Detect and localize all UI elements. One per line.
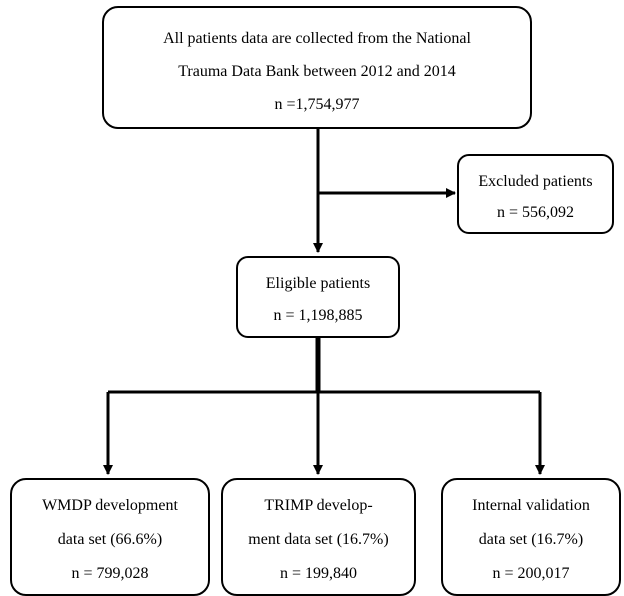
eligible-patients-box: Eligible patients n = 1,198,885 (236, 256, 400, 338)
source-line-2: Trauma Data Bank between 2012 and 2014 (178, 63, 456, 80)
wmdp-count: n = 799,028 (71, 565, 149, 582)
wmdp-line-1: WMDP development (42, 497, 178, 514)
excluded-count: n = 556,092 (496, 204, 575, 221)
internal-count: n = 200,017 (492, 565, 570, 582)
source-data-box: All patients data are collected from the… (102, 6, 532, 129)
internal-line-2: data set (16.7%) (478, 531, 584, 548)
wmdp-line-2: data set (66.6%) (57, 531, 163, 548)
internal-validation-box: Internal validation data set (16.7%) n =… (441, 478, 621, 596)
trimp-line-2: ment data set (16.7%) (248, 531, 389, 548)
trimp-development-box: TRIMP develop- ment data set (16.7%) n =… (221, 478, 416, 596)
internal-line-1: Internal validation (472, 497, 590, 514)
trimp-line-1: TRIMP develop- (264, 497, 373, 514)
excluded-title: Excluded patients (478, 173, 593, 190)
wmdp-development-box: WMDP development data set (66.6%) n = 79… (10, 478, 210, 596)
trimp-count: n = 199,840 (279, 565, 358, 582)
eligible-count: n = 1,198,885 (273, 307, 363, 324)
excluded-patients-box: Excluded patients n = 556,092 (457, 154, 614, 234)
source-count: n =1,754,977 (274, 96, 360, 113)
source-line-1: All patients data are collected from the… (163, 30, 471, 47)
eligible-title: Eligible patients (265, 275, 371, 292)
